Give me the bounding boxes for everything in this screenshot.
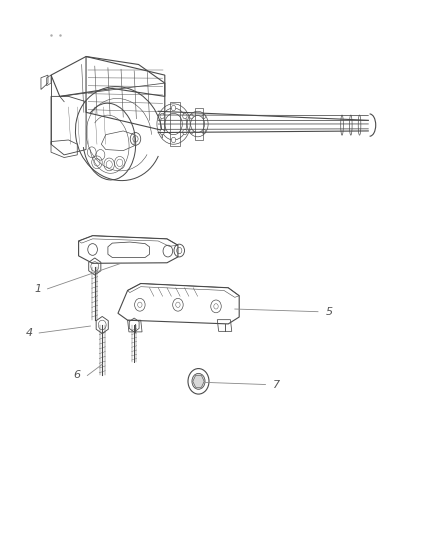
Circle shape	[159, 114, 164, 119]
Circle shape	[171, 106, 175, 111]
Circle shape	[171, 138, 175, 143]
Text: 7: 7	[272, 379, 279, 390]
Text: 1: 1	[34, 284, 41, 294]
Circle shape	[182, 130, 187, 135]
Circle shape	[201, 115, 205, 119]
Text: 6: 6	[74, 370, 81, 381]
Circle shape	[201, 130, 205, 134]
Circle shape	[191, 373, 205, 389]
Circle shape	[189, 115, 193, 119]
Text: 5: 5	[325, 306, 332, 317]
Circle shape	[159, 130, 164, 135]
Text: 4: 4	[25, 328, 32, 338]
Circle shape	[182, 114, 187, 119]
Circle shape	[189, 130, 193, 134]
